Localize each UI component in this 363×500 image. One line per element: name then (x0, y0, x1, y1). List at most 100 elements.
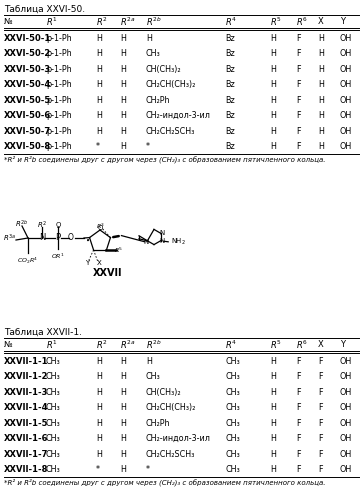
Text: XXVI-50-6: XXVI-50-6 (4, 111, 51, 120)
Text: $R^5$: $R^5$ (270, 338, 282, 350)
Text: $R^5$: $R^5$ (114, 245, 123, 254)
Text: H: H (120, 80, 126, 89)
Text: CH(CH₃)₂: CH(CH₃)₂ (146, 64, 182, 74)
Text: N: N (159, 238, 164, 244)
Text: F: F (296, 49, 301, 58)
Text: *R² и R²b соединены друг с другом через (CH₂)₃ с образованием пятичленного кольц: *R² и R²b соединены друг с другом через … (4, 478, 326, 486)
Text: F: F (318, 418, 322, 428)
Text: H: H (270, 49, 276, 58)
Text: H: H (120, 372, 126, 381)
Text: OH: OH (340, 64, 352, 74)
Text: $OR^1$: $OR^1$ (51, 252, 65, 261)
Text: CH₃: CH₃ (46, 434, 61, 443)
Text: H: H (270, 434, 276, 443)
Text: H: H (318, 96, 324, 104)
Text: XXVII-1-6: XXVII-1-6 (4, 434, 49, 443)
Text: F: F (296, 450, 301, 458)
Text: F: F (296, 96, 301, 104)
Text: NH$_2$: NH$_2$ (171, 236, 186, 247)
Text: X: X (318, 17, 324, 26)
Text: Таблица XXVII-1.: Таблица XXVII-1. (4, 328, 82, 337)
Text: XXVI-50-5: XXVI-50-5 (4, 96, 51, 104)
Text: F: F (296, 434, 301, 443)
Text: $R^2$: $R^2$ (37, 220, 47, 230)
Text: CH(CH₃)₂: CH(CH₃)₂ (146, 388, 182, 396)
Text: OH: OH (340, 388, 352, 396)
Text: N: N (144, 239, 149, 245)
Text: H: H (96, 96, 102, 104)
Text: p-1-Ph: p-1-Ph (46, 126, 72, 136)
Text: CH₃: CH₃ (146, 49, 161, 58)
Text: $R^4$: $R^4$ (225, 16, 237, 28)
Text: H: H (96, 388, 102, 396)
Text: F: F (296, 356, 301, 366)
Text: XXVI-50-1: XXVI-50-1 (4, 34, 51, 42)
Text: X: X (97, 260, 102, 266)
Text: OH: OH (340, 372, 352, 381)
Text: CH₂CH(CH₃)₂: CH₂CH(CH₃)₂ (146, 80, 196, 89)
Text: F: F (296, 34, 301, 42)
Text: CH₂CH₂SCH₃: CH₂CH₂SCH₃ (146, 126, 195, 136)
Text: F: F (296, 388, 301, 396)
Text: H: H (120, 388, 126, 396)
Text: H: H (96, 434, 102, 443)
Text: CH₃: CH₃ (46, 450, 61, 458)
Text: $R^1$: $R^1$ (46, 338, 58, 350)
Text: №: № (4, 340, 13, 349)
Text: Y: Y (340, 340, 345, 349)
Text: H: H (318, 80, 324, 89)
Text: OH: OH (340, 450, 352, 458)
Text: H: H (120, 96, 126, 104)
Text: CH₂Ph: CH₂Ph (146, 96, 171, 104)
Text: H: H (270, 372, 276, 381)
Text: F: F (296, 142, 301, 151)
Text: H: H (318, 126, 324, 136)
Text: OH: OH (340, 80, 352, 89)
Text: XXVI-50-7: XXVI-50-7 (4, 126, 51, 136)
Text: Таблица XXVI-50.: Таблица XXVI-50. (4, 5, 85, 14)
Text: $R^6$: $R^6$ (296, 16, 308, 28)
Text: O: O (97, 224, 103, 230)
Text: $R^{2a}$: $R^{2a}$ (120, 16, 135, 28)
Text: F: F (318, 403, 322, 412)
Text: H: H (120, 34, 126, 42)
Text: F: F (318, 450, 322, 458)
Text: F: F (296, 372, 301, 381)
Text: OH: OH (340, 34, 352, 42)
Text: p-1-Ph: p-1-Ph (46, 142, 72, 151)
Text: F: F (318, 434, 322, 443)
Text: p-1-Ph: p-1-Ph (46, 96, 72, 104)
Text: N: N (39, 234, 45, 242)
Text: CH₂-индол-3-ил: CH₂-индол-3-ил (146, 434, 211, 443)
Text: XXVI-50-2: XXVI-50-2 (4, 49, 51, 58)
Text: CH₃: CH₃ (225, 372, 240, 381)
Text: H: H (270, 80, 276, 89)
Text: CH₂CH₂SCH₃: CH₂CH₂SCH₃ (146, 450, 195, 458)
Text: H: H (120, 356, 126, 366)
Text: CH₃: CH₃ (225, 465, 240, 474)
Text: H: H (146, 34, 152, 42)
Text: *: * (146, 142, 150, 151)
Text: $R^1$: $R^1$ (46, 16, 58, 28)
Text: H: H (120, 465, 126, 474)
Text: $R^2$: $R^2$ (96, 16, 108, 28)
Text: H: H (270, 126, 276, 136)
Text: Bz: Bz (225, 111, 235, 120)
Text: H: H (120, 126, 126, 136)
Text: H: H (96, 450, 102, 458)
Text: Bz: Bz (225, 96, 235, 104)
Text: Bz: Bz (225, 34, 235, 42)
Text: p-1-Ph: p-1-Ph (46, 64, 72, 74)
Text: $R^{2b}$: $R^{2b}$ (146, 16, 162, 28)
Text: X: X (318, 340, 324, 349)
Text: Bz: Bz (225, 126, 235, 136)
Text: Bz: Bz (225, 49, 235, 58)
Text: H: H (96, 111, 102, 120)
Text: F: F (296, 418, 301, 428)
Text: XXVII-1-4: XXVII-1-4 (4, 403, 49, 412)
Text: F: F (296, 465, 301, 474)
Text: XXVI-50-3: XXVI-50-3 (4, 64, 51, 74)
Text: N: N (159, 230, 164, 236)
Text: F: F (318, 465, 322, 474)
Text: CH₃: CH₃ (46, 403, 61, 412)
